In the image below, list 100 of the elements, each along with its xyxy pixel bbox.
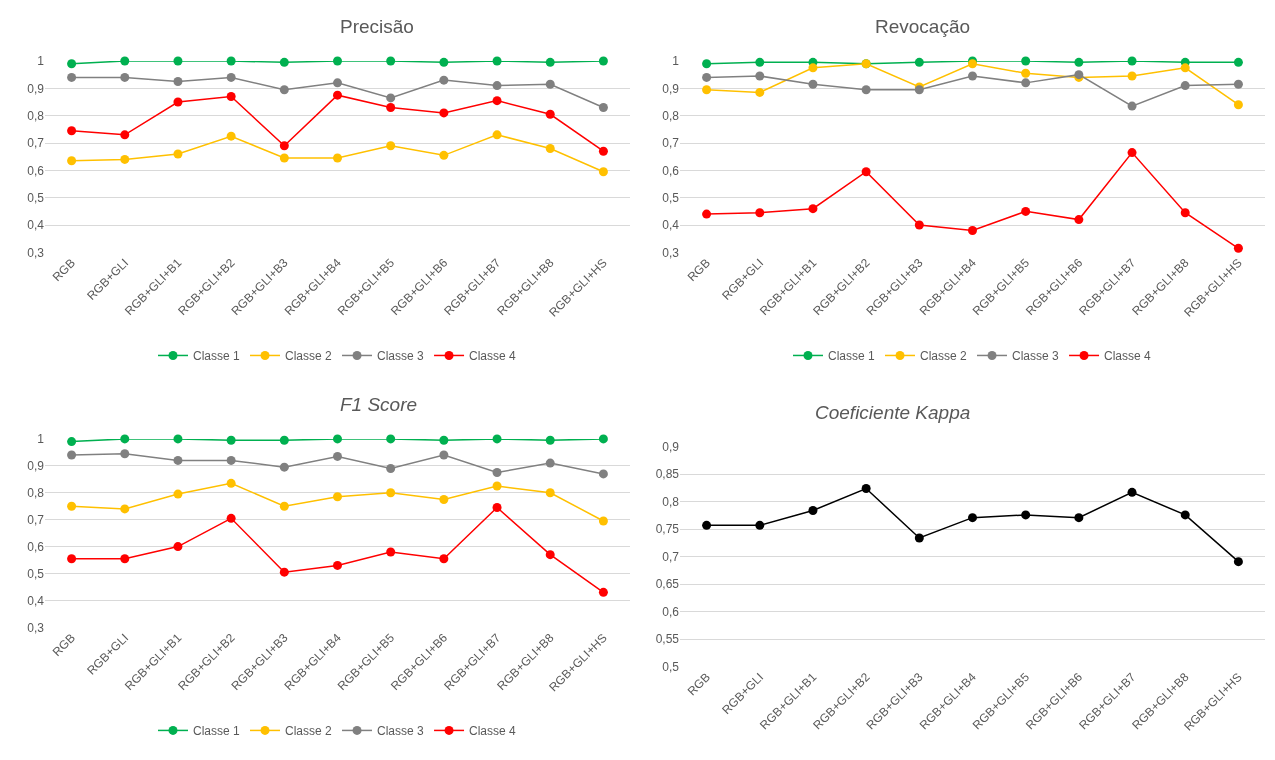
point [333, 492, 342, 502]
point [279, 153, 289, 163]
y-tick-label: 0,75 [655, 522, 680, 537]
y-tick-label: 0,8 [27, 485, 45, 500]
point [333, 153, 342, 163]
y-tick-label: 0,7 [27, 136, 45, 151]
point [226, 56, 236, 66]
y-tick-label: 0,7 [662, 136, 680, 151]
point [226, 92, 236, 102]
point [173, 489, 183, 499]
point [279, 435, 289, 445]
point [1127, 71, 1137, 81]
y-tick-label: 0,6 [27, 163, 45, 178]
y-tick-label: 0,8 [27, 108, 45, 123]
y-tick-label: 1 [37, 54, 45, 69]
y-tick-label: 0,5 [27, 190, 45, 205]
point [808, 204, 818, 214]
point [598, 146, 608, 156]
point [492, 434, 502, 444]
legend-label: Classe 3 [377, 349, 425, 364]
point [1021, 510, 1031, 520]
y-tick-label: 0,9 [662, 439, 680, 454]
chart-title: Coeficiente Kappa [815, 402, 971, 423]
y-tick-label: 0,8 [662, 108, 680, 123]
point [386, 488, 396, 498]
point [702, 520, 712, 530]
point [545, 435, 555, 445]
y-tick-label: 0,85 [655, 467, 680, 482]
point [808, 506, 818, 515]
point [1180, 81, 1190, 91]
legend-label: Classe 1 [828, 349, 876, 364]
point [439, 554, 449, 564]
point [598, 102, 608, 112]
point [545, 458, 555, 468]
point [545, 488, 555, 498]
y-tick-label: 0,5 [27, 566, 45, 581]
chart-title: Revocação [875, 16, 971, 37]
point [386, 547, 396, 557]
point [386, 141, 396, 151]
point [1233, 79, 1243, 89]
point [279, 85, 289, 95]
point [386, 56, 396, 66]
point [173, 149, 183, 159]
y-tick-label: 0,3 [27, 620, 45, 635]
point [1180, 510, 1190, 520]
point [545, 550, 555, 560]
point [914, 533, 924, 543]
y-tick-label: 0,7 [27, 512, 45, 527]
point [439, 494, 449, 504]
point [386, 102, 396, 112]
chart-title: Precisão [340, 16, 414, 37]
point [333, 78, 342, 88]
point [914, 57, 924, 67]
point [439, 75, 449, 85]
y-tick-label: 0,3 [27, 245, 45, 260]
point [755, 57, 765, 67]
point [755, 208, 765, 218]
point [492, 503, 502, 513]
point [1021, 78, 1031, 88]
point [492, 481, 502, 491]
point [598, 167, 608, 177]
point [173, 434, 183, 444]
point [386, 464, 396, 474]
point [492, 468, 502, 478]
point [598, 56, 608, 66]
point [439, 57, 449, 67]
point [439, 435, 449, 445]
point [1233, 100, 1243, 110]
point [598, 587, 608, 597]
point [120, 434, 130, 444]
point [279, 567, 289, 577]
y-tick-label: 0,4 [662, 218, 680, 233]
point [545, 143, 555, 153]
point [755, 71, 765, 81]
legend-label: Classe 3 [377, 724, 425, 739]
point [1074, 513, 1084, 523]
y-tick-label: 1 [672, 54, 680, 69]
point [598, 434, 608, 444]
point [755, 87, 765, 97]
point [1127, 56, 1137, 66]
point [492, 81, 502, 91]
point [173, 56, 183, 66]
chart-title: F1 Score [340, 394, 418, 415]
y-tick-label: 1 [37, 432, 45, 447]
point [545, 109, 555, 119]
point [545, 57, 555, 67]
point [1021, 68, 1031, 78]
point [914, 220, 924, 230]
point [1180, 63, 1190, 73]
y-tick-label: 0,65 [655, 577, 680, 592]
legend-label: Classe 4 [469, 724, 517, 739]
y-tick-label: 0,4 [27, 218, 45, 233]
legend-label: Classe 1 [193, 724, 241, 739]
point [226, 435, 236, 445]
point [120, 449, 130, 459]
point [968, 71, 977, 81]
point [1127, 148, 1137, 158]
point [67, 59, 77, 69]
point [120, 72, 130, 82]
point [67, 156, 77, 166]
